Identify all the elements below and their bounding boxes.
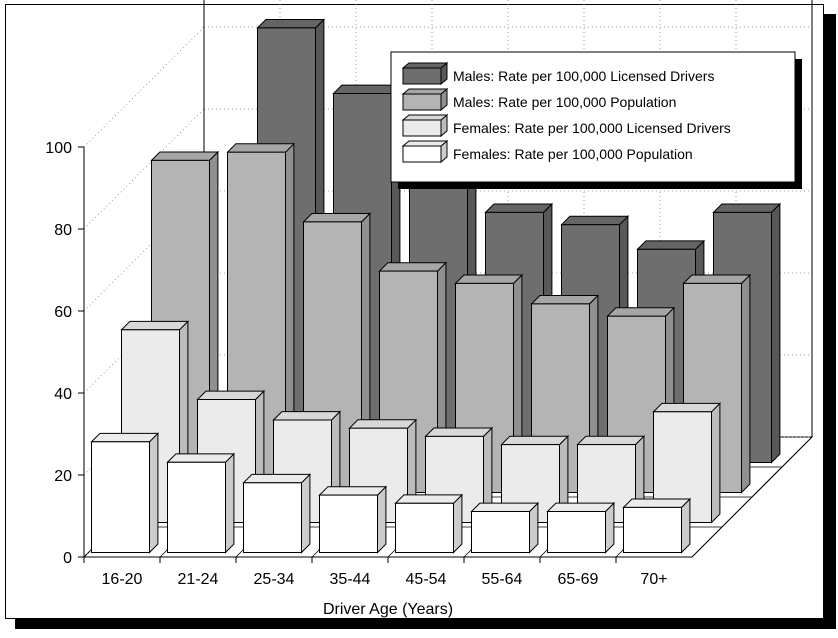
- y-tick-label: 0: [63, 550, 72, 567]
- bar-top: [302, 213, 372, 223]
- x-axis-title: Driver Age (Years): [323, 601, 453, 618]
- bar-3-6: [546, 501, 616, 554]
- frame-shadow-bottom: [15, 619, 836, 629]
- bar-front: [471, 511, 530, 553]
- legend-swatch: [402, 119, 442, 137]
- bar-top: [606, 307, 676, 317]
- bar-top: [256, 19, 326, 29]
- x-tick-label: 70+: [640, 571, 667, 588]
- bar-top: [378, 262, 448, 272]
- bar-top: [120, 320, 190, 331]
- legend-swatch-top: [401, 62, 449, 69]
- legend-label: Males: Rate per 100,000 Population: [453, 94, 676, 110]
- bar-3-7: [622, 497, 692, 554]
- bar-front: [547, 511, 606, 553]
- bar-top: [530, 295, 600, 305]
- bar-side: [681, 497, 691, 554]
- bar-top: [196, 390, 266, 400]
- bar-top: [318, 486, 388, 496]
- bar-top: [622, 498, 692, 508]
- bar-top: [484, 203, 554, 213]
- y-tick-label: 80: [54, 222, 72, 239]
- bar-top: [576, 435, 646, 446]
- bar-top: [166, 453, 236, 463]
- bar-top: [682, 274, 752, 284]
- bar-top: [150, 151, 220, 161]
- y-tick-label: 40: [54, 386, 72, 403]
- x-tick-label: 25-34: [254, 571, 295, 588]
- legend-swatch: [402, 93, 442, 111]
- bar-top: [470, 502, 540, 512]
- side-grid-line: [83, 26, 205, 148]
- x-tick-label: 55-64: [482, 571, 523, 588]
- bar-front: [91, 441, 150, 553]
- legend-swatch-top: [401, 114, 449, 121]
- frame-shadow-right: [824, 14, 836, 629]
- legend-swatch: [402, 145, 442, 163]
- bar-top: [500, 435, 570, 446]
- bar-top: [546, 502, 616, 512]
- bar-top: [226, 143, 296, 153]
- bar-front: [319, 494, 378, 554]
- legend-label: Males: Rate per 100,000 Licensed Drivers: [453, 68, 714, 84]
- bar-side: [741, 273, 751, 494]
- bar-top: [332, 84, 402, 94]
- legend-swatch: [402, 67, 442, 85]
- bar-front: [167, 461, 226, 553]
- legend: Males: Rate per 100,000 Licensed Drivers…: [390, 51, 802, 189]
- y-tick-label: 60: [54, 304, 72, 321]
- bar-top: [454, 274, 524, 284]
- bar-front: [243, 482, 302, 553]
- bar-side: [301, 473, 311, 554]
- axis-layer: 0 20 40 60 80 100 16-20 21-24 25-34 35-44 45-54 55-…: [45, 140, 692, 618]
- bar-3-2: [242, 473, 312, 554]
- legend-item: Females: Rate per 100,000 Licensed Drive…: [401, 113, 731, 138]
- legend-item: Males: Rate per 100,000 Population: [401, 87, 676, 112]
- legend-box: [390, 51, 796, 183]
- bar-top: [394, 494, 464, 504]
- y-tick-label: 100: [45, 140, 72, 157]
- legend-swatch-top: [401, 140, 449, 147]
- bar-side: [771, 202, 781, 464]
- bars-layer: [90, 18, 782, 554]
- bar-top: [652, 402, 722, 413]
- side-grid-line: [83, 190, 205, 312]
- bar-top: [272, 411, 342, 421]
- bar-top: [560, 215, 630, 226]
- bar-side: [225, 452, 235, 554]
- bar-side: [149, 432, 159, 554]
- bar-top: [636, 240, 706, 250]
- side-grid-line: [83, 108, 205, 230]
- legend-label: Females: Rate per 100,000 Licensed Drive…: [453, 120, 731, 136]
- y-tick-label: 20: [54, 468, 72, 485]
- legend-label: Females: Rate per 100,000 Population: [453, 146, 693, 162]
- bar-3-4: [394, 493, 464, 554]
- bar-top: [90, 432, 160, 443]
- bar-3-0: [90, 432, 160, 554]
- x-tick-label: 21-24: [178, 571, 219, 588]
- bar-3-5: [470, 501, 540, 554]
- bar-top: [348, 419, 418, 429]
- bar-side: [377, 485, 387, 554]
- x-tick-label: 16-20: [102, 571, 143, 588]
- bar-top: [424, 427, 494, 437]
- bar-top: [712, 203, 782, 213]
- x-tick-label: 45-54: [406, 571, 447, 588]
- x-tick-label: 35-44: [330, 571, 371, 588]
- legend-swatch-top: [401, 88, 449, 95]
- legend-item: Females: Rate per 100,000 Population: [401, 139, 693, 164]
- bar-front: [395, 502, 454, 553]
- bar-side: [711, 402, 721, 524]
- legend-item: Males: Rate per 100,000 Licensed Drivers: [401, 61, 714, 86]
- bar-3-1: [166, 452, 236, 554]
- bar-front: [623, 506, 682, 553]
- bar-3-3: [318, 485, 388, 554]
- bar-top: [242, 473, 312, 484]
- x-tick-label: 65-69: [558, 571, 599, 588]
- bar-side: [453, 493, 463, 554]
